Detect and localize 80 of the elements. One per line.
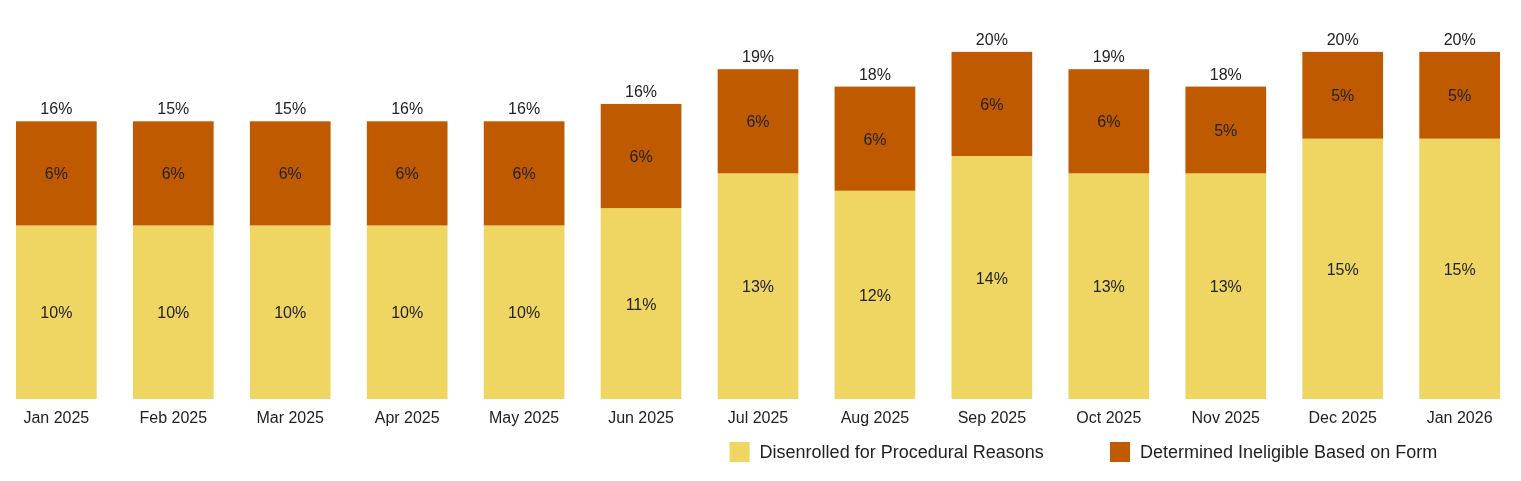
bar bbox=[249, 225, 331, 399]
x-tick-label: Apr 2025 bbox=[374, 409, 440, 426]
data-label: 10% bbox=[157, 304, 190, 322]
bar bbox=[16, 121, 97, 226]
data-label: 13% bbox=[1209, 278, 1242, 296]
bar bbox=[1068, 69, 1150, 174]
data-label: 10% bbox=[391, 304, 424, 322]
bar bbox=[717, 69, 799, 174]
bar bbox=[600, 208, 682, 399]
data-label: 5% bbox=[1331, 87, 1355, 105]
total-label: 15% bbox=[274, 100, 307, 118]
bar bbox=[1185, 86, 1267, 174]
data-label: 13% bbox=[1092, 278, 1125, 296]
x-tick-label: Nov 2025 bbox=[1191, 409, 1261, 426]
total-label: 20% bbox=[1326, 30, 1359, 48]
bar bbox=[132, 121, 214, 226]
total-label: 16% bbox=[508, 100, 541, 118]
bar bbox=[483, 121, 565, 226]
x-tick-label: Dec 2025 bbox=[1308, 409, 1378, 426]
data-label: 15% bbox=[1443, 260, 1476, 278]
bar bbox=[132, 225, 214, 399]
x-tick-label: Feb 2025 bbox=[139, 409, 208, 426]
data-label: 11% bbox=[625, 295, 657, 313]
bar bbox=[951, 156, 1033, 399]
total-label: 16% bbox=[625, 82, 658, 100]
bar bbox=[717, 173, 799, 399]
x-tick-label: Jan 2025 bbox=[23, 409, 90, 426]
data-label: 10% bbox=[274, 304, 307, 322]
legend-label: Disenrolled for Procedural Reasons bbox=[759, 442, 1044, 462]
data-label: 6% bbox=[44, 165, 68, 183]
total-label: 16% bbox=[391, 100, 424, 118]
bar bbox=[1302, 51, 1384, 139]
data-label: 5% bbox=[1214, 121, 1238, 139]
bar bbox=[16, 225, 97, 399]
bar bbox=[1302, 138, 1384, 399]
total-label: 20% bbox=[1443, 30, 1476, 48]
bar bbox=[483, 225, 565, 399]
total-label: 16% bbox=[40, 100, 73, 118]
x-tick-label: Mar 2025 bbox=[256, 409, 325, 426]
x-tick-label: Jan 2026 bbox=[1426, 409, 1493, 426]
data-label: 13% bbox=[741, 278, 775, 296]
x-tick-label: Aug 2025 bbox=[840, 409, 910, 426]
data-label: 15% bbox=[1326, 260, 1359, 278]
data-label: 6% bbox=[629, 148, 653, 166]
x-tick-label: Jun 2025 bbox=[608, 409, 675, 426]
data-label: 6% bbox=[1097, 113, 1121, 131]
data-label: 5% bbox=[1448, 87, 1472, 105]
bar bbox=[249, 121, 331, 226]
data-label: 6% bbox=[395, 165, 419, 183]
data-label: 6% bbox=[863, 130, 887, 148]
bar bbox=[1068, 173, 1150, 399]
x-tick-label: Jul 2025 bbox=[727, 409, 789, 426]
data-label: 6% bbox=[746, 113, 770, 131]
data-label: 6% bbox=[512, 165, 536, 183]
legend-label: Determined Ineligible Based on Form bbox=[1140, 442, 1438, 462]
total-label: 20% bbox=[975, 30, 1008, 48]
bar bbox=[366, 121, 448, 226]
data-label: 6% bbox=[278, 165, 302, 183]
total-label: 18% bbox=[858, 65, 891, 83]
total-label: 19% bbox=[1092, 48, 1125, 66]
x-tick-label: May 2025 bbox=[488, 409, 560, 426]
total-label: 15% bbox=[157, 100, 190, 118]
data-label: 14% bbox=[975, 269, 1008, 287]
bar bbox=[951, 51, 1033, 157]
x-tick-label: Sep 2025 bbox=[957, 409, 1027, 426]
data-label: 6% bbox=[161, 165, 185, 183]
bar bbox=[1419, 138, 1500, 399]
x-tick-label: Oct 2025 bbox=[1076, 409, 1142, 426]
bar bbox=[600, 103, 682, 209]
bar bbox=[1185, 173, 1267, 399]
data-label: 10% bbox=[40, 304, 73, 322]
total-label: 18% bbox=[1209, 65, 1242, 83]
data-label: 10% bbox=[508, 304, 541, 322]
data-label: 6% bbox=[980, 95, 1004, 113]
bar bbox=[1419, 51, 1500, 139]
total-label: 19% bbox=[741, 48, 775, 66]
bar bbox=[834, 190, 916, 399]
bar bbox=[366, 225, 448, 399]
bar bbox=[834, 86, 916, 191]
data-label: 12% bbox=[858, 286, 891, 304]
